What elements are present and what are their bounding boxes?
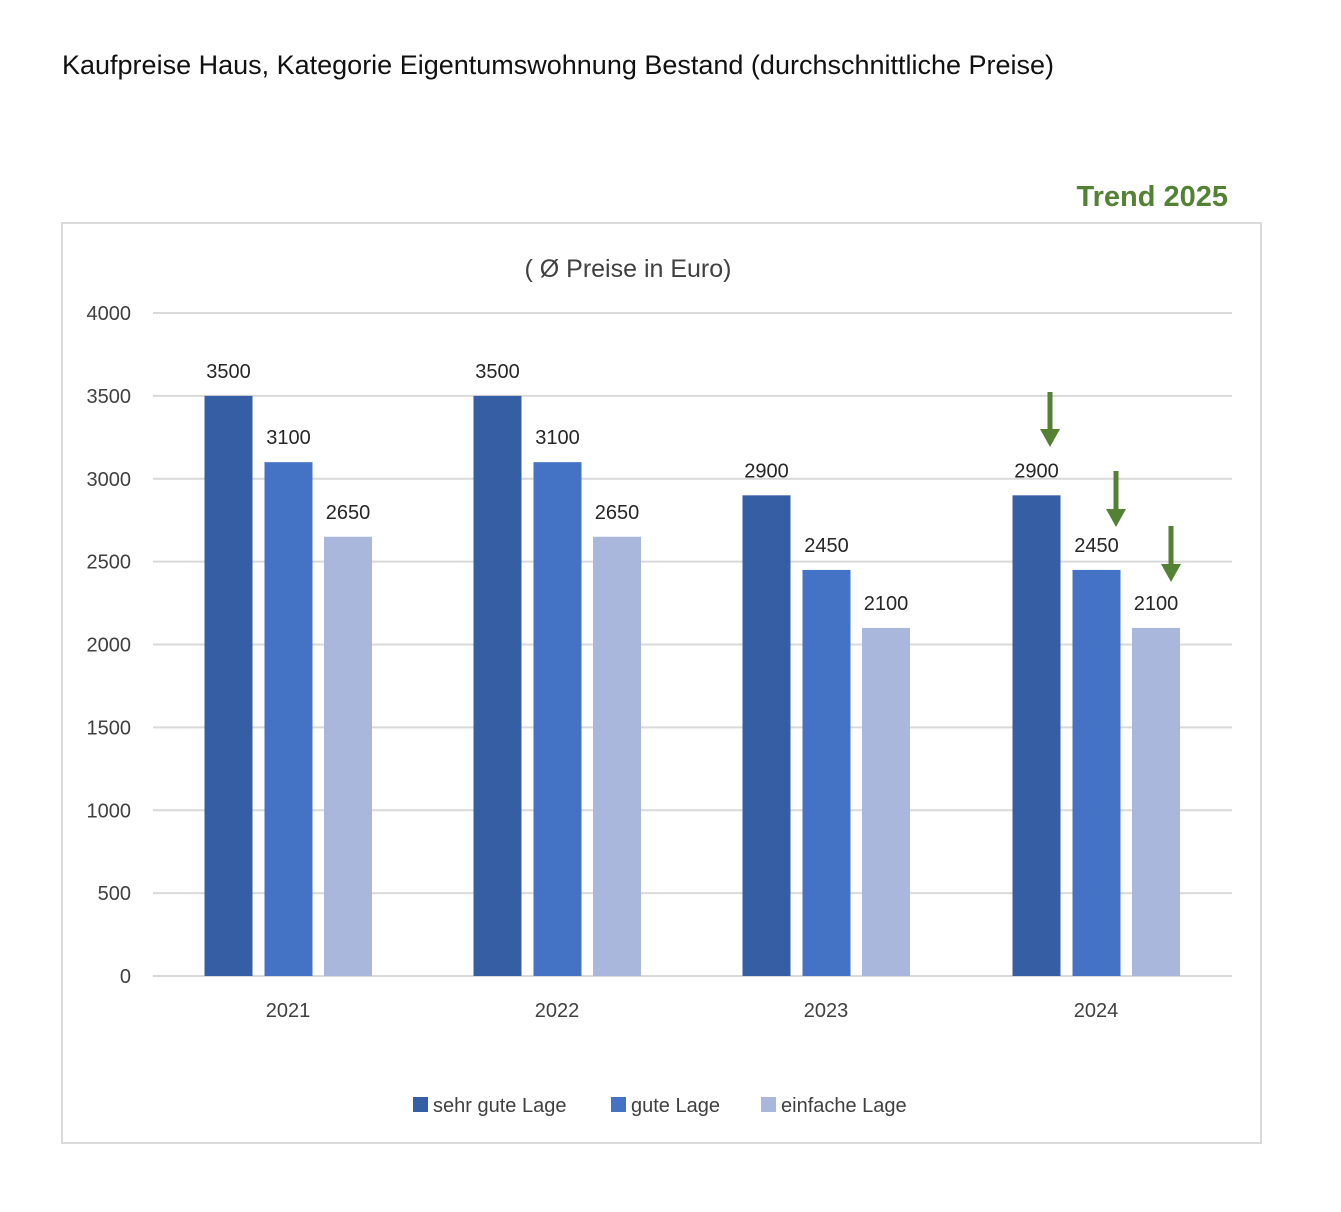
x-tick-label: 2022 [535,1000,580,1022]
data-label: 2650 [595,502,640,524]
data-label: 2900 [1014,460,1059,482]
y-tick-label: 3500 [87,386,132,408]
x-tick-label: 2021 [266,1000,311,1022]
down-arrow-icon [1106,509,1126,527]
page-title: Kaufpreise Haus, Kategorie Eigentumswohn… [62,50,1055,80]
data-label: 3100 [266,427,311,449]
x-tick-label: 2024 [1074,1000,1119,1022]
data-label: 2450 [1074,535,1119,557]
y-tick-label: 0 [120,966,131,988]
y-tick-label: 2000 [87,635,132,657]
bar [533,462,582,976]
legend-label: sehr gute Lage [433,1095,566,1117]
data-label: 3500 [206,361,251,383]
bar [324,536,372,976]
y-tick-label: 3000 [87,469,132,491]
legend-swatch [413,1097,428,1112]
bar [802,569,851,976]
data-label: 2100 [864,593,909,615]
legend-swatch [761,1097,776,1112]
chart-frame [61,222,1262,1144]
bar [264,462,313,976]
data-label: 3500 [475,361,520,383]
data-label: 3100 [535,427,580,449]
bar [1072,569,1121,976]
y-tick-label: 1500 [87,717,132,739]
y-tick-label: 1000 [87,800,132,822]
chart-title: ( Ø Preise in Euro) [524,255,731,283]
bar [473,395,522,976]
legend-label: gute Lage [631,1095,720,1117]
y-tick-label: 2500 [87,552,132,574]
data-label: 2100 [1134,593,1179,615]
y-tick-label: 500 [98,883,131,905]
bar [593,536,641,976]
bar [204,395,253,976]
bar [1132,627,1180,976]
legend-swatch [611,1097,626,1112]
down-arrow-icon [1040,429,1060,447]
data-label: 2900 [744,460,789,482]
down-arrow-icon [1161,564,1181,582]
trend-label: Trend 2025 [1076,181,1228,213]
data-label: 2650 [326,502,371,524]
data-label: 2450 [804,535,849,557]
y-tick-label: 4000 [87,303,132,325]
bar [1012,495,1061,976]
legend-label: einfache Lage [781,1095,907,1117]
bar [742,495,791,976]
bar [862,627,910,976]
x-tick-label: 2023 [804,1000,849,1022]
